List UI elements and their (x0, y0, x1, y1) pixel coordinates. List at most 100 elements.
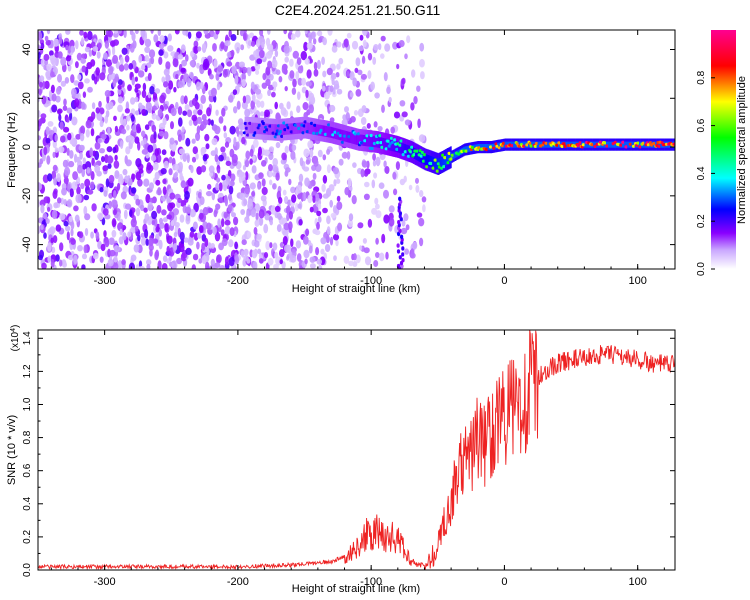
noise-cell (296, 253, 302, 262)
noise-cell (113, 30, 119, 34)
x-tick-label: -100 (360, 275, 382, 287)
noise-cell (326, 215, 331, 225)
noise-cell (70, 228, 74, 237)
noise-cell (107, 163, 112, 169)
noise-cell (299, 157, 304, 167)
noise-cell (240, 250, 245, 258)
noise-cell (324, 244, 331, 252)
noise-cell (317, 203, 322, 210)
ridge-band (314, 124, 317, 135)
noise-cell (288, 211, 293, 220)
noise-cell (211, 138, 218, 146)
ridge-band (498, 142, 500, 149)
noise-cell (177, 106, 183, 116)
ridge-band (528, 141, 530, 148)
noise-cell (140, 237, 146, 246)
snr-frame (37, 329, 676, 571)
noise-cell (167, 45, 174, 52)
ridge-cell (380, 145, 384, 149)
noise-cell (161, 263, 168, 269)
ridge-cell (421, 159, 426, 163)
ridge-cell (399, 139, 404, 143)
noise-cell (371, 179, 376, 189)
noise-cell (196, 62, 200, 69)
noise-cell (127, 231, 132, 238)
noise-cell (202, 207, 209, 216)
noise-cell (162, 178, 167, 185)
noise-cell (218, 242, 225, 251)
noise-cell (79, 30, 84, 36)
ridge-cell (415, 149, 420, 153)
noise-cell (288, 178, 292, 186)
noise-cell (74, 214, 80, 223)
noise-cell (348, 213, 354, 222)
ridge-band (398, 141, 400, 153)
noise-cell (233, 136, 237, 147)
ridge-cell (446, 161, 451, 165)
noise-cell (158, 130, 165, 137)
noise-cell (144, 46, 151, 53)
noise-cell (39, 158, 44, 165)
noise-cell (210, 87, 217, 97)
noise-cell (204, 133, 210, 142)
noise-cell (244, 108, 251, 118)
noise-cell (224, 219, 231, 226)
ridge-cell (365, 134, 370, 138)
noise-cell (284, 86, 288, 92)
noise-cell (355, 89, 362, 97)
noise-cell (265, 37, 271, 47)
ridge-band (356, 133, 358, 145)
noise-cell (151, 112, 157, 120)
noise-cell (108, 200, 112, 209)
noise-cell (214, 154, 219, 163)
noise-cell (51, 93, 57, 102)
noise-cell (292, 50, 299, 59)
ridge-band (359, 134, 362, 146)
ridge-band (425, 154, 428, 166)
noise-cell (214, 231, 221, 242)
noise-cell (99, 72, 106, 81)
colorbar-tick-label: 0.4 (696, 166, 707, 180)
noise-cell (218, 197, 224, 204)
noise-cell (105, 110, 110, 118)
ridge-cell (286, 126, 291, 130)
noise-cell (221, 107, 226, 117)
noise-cell (361, 160, 368, 168)
ridge-cell (525, 143, 529, 147)
noise-cell (51, 170, 57, 180)
ridge-cell (395, 147, 399, 151)
ridge-band (429, 155, 431, 167)
ridge-band (421, 152, 423, 164)
noise-cell (112, 261, 119, 269)
noise-cell (44, 80, 50, 90)
noise-cell (228, 239, 234, 248)
noise-cell (335, 178, 341, 184)
noise-cell (308, 92, 315, 102)
noise-cell (399, 100, 406, 107)
ridge-band (614, 141, 616, 148)
noise-cell (242, 66, 248, 74)
noise-cell (251, 249, 258, 259)
noise-cell (44, 35, 49, 42)
noise-cell (238, 134, 242, 142)
noise-cell (75, 193, 82, 204)
noise-cell (136, 123, 141, 133)
ridge-band (382, 137, 384, 149)
ridge-cell (340, 140, 345, 144)
noise-cell (201, 242, 206, 252)
noise-cell (138, 70, 145, 78)
noise-cell (245, 150, 250, 160)
ridge-band (292, 123, 294, 135)
y-tick-label: 0.8 (22, 430, 33, 444)
noise-cell (166, 245, 170, 254)
spike-cell (397, 220, 401, 225)
ridge-band (328, 126, 331, 138)
noise-cell (50, 84, 55, 94)
noise-cell (220, 229, 225, 236)
noise-cell (253, 240, 260, 248)
noise-cell (228, 256, 235, 267)
noise-cell (179, 214, 185, 223)
noise-cell (335, 72, 340, 78)
noise-cell (401, 111, 408, 118)
noise-cell (298, 219, 303, 226)
